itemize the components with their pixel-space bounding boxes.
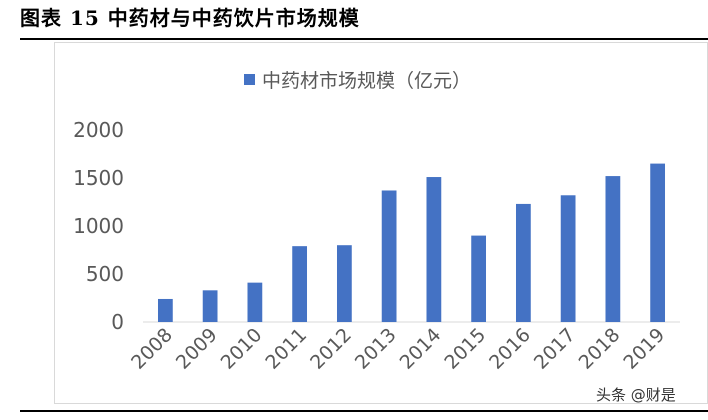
top-rule	[20, 38, 708, 40]
x-tick-label: 2012	[306, 324, 356, 374]
bars	[157, 163, 666, 322]
watermark: 头条 @财是	[596, 386, 676, 404]
x-tick-label: 2008	[127, 324, 177, 374]
legend-label: 中药材市场规模（亿元）	[262, 70, 471, 92]
y-axis-ticks: 0 500 1000 1500 2000	[73, 118, 124, 334]
bar-2019	[650, 163, 666, 322]
x-tick-label: 2015	[440, 324, 490, 374]
bar-2014	[426, 177, 442, 322]
bar-2018	[605, 176, 621, 322]
bottom-rule	[20, 410, 708, 412]
bar-2013	[381, 190, 397, 322]
bar-2012	[336, 245, 352, 322]
x-tick-label: 2014	[396, 324, 446, 374]
bar-2016	[515, 203, 531, 322]
bar-2010	[247, 282, 263, 322]
y-tick-label: 0	[111, 310, 124, 334]
x-tick-label: 2017	[530, 324, 580, 374]
y-tick-label: 500	[86, 262, 124, 286]
bar-2009	[202, 290, 218, 322]
legend: 中药材市场规模（亿元）	[244, 70, 471, 92]
x-tick-label: 2018	[575, 324, 625, 374]
x-tick-label: 2011	[261, 324, 311, 374]
x-tick-label: 2016	[485, 324, 535, 374]
y-tick-label: 1000	[73, 214, 124, 238]
x-tick-label: 2010	[217, 324, 267, 374]
legend-swatch	[244, 74, 255, 85]
bar-2015	[471, 235, 487, 322]
x-tick-label: 2013	[351, 324, 401, 374]
x-axis-ticks: 2008200920102011201220132014201520162017…	[127, 324, 669, 374]
x-tick-label: 2009	[172, 324, 222, 374]
figure-title: 图表 15 中药材与中药饮片市场规模	[20, 6, 360, 30]
bar-2011	[292, 246, 308, 322]
bar-2017	[560, 195, 576, 322]
bar-2008	[157, 298, 173, 322]
y-tick-label: 2000	[73, 118, 124, 142]
y-tick-label: 1500	[73, 166, 124, 190]
x-tick-label: 2019	[619, 324, 669, 374]
